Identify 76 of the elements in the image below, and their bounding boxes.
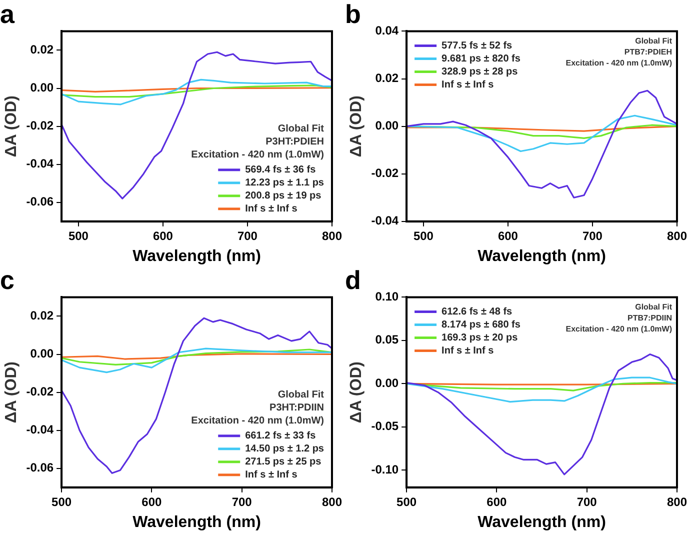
y-tick-label: 0.00 — [30, 346, 54, 361]
x-tick-label: 700 — [576, 494, 598, 509]
y-tick-label: 0.00 — [375, 118, 399, 133]
legend-label: Inf s ± Inf s — [442, 345, 494, 356]
chart-title: d — [345, 264, 361, 295]
y-tick-label: -0.10 — [371, 462, 399, 476]
y-tick-label: -0.04 — [371, 214, 399, 228]
x-tick-label: 800 — [322, 228, 342, 243]
y-tick-label: 0.00 — [30, 80, 54, 95]
y-tick-label: 0.05 — [375, 332, 399, 347]
x-tick-label: 600 — [498, 228, 518, 243]
y-axis-title: ΔA (OD) — [3, 362, 20, 424]
x-tick-label: 800 — [322, 494, 342, 509]
y-tick-label: -0.04 — [26, 156, 54, 171]
y-tick-label: 0.04 — [375, 24, 399, 38]
x-tick-label: 800 — [666, 494, 688, 509]
legend-label: 661.2 fs ± 33 fs — [245, 430, 316, 442]
y-tick-label: 0.00 — [375, 376, 399, 390]
y-axis-title: ΔA (OD) — [348, 96, 366, 158]
annotation: P3HT:PDIIN — [270, 402, 324, 414]
legend-label: 328.9 ps ± 28 ps — [442, 66, 518, 78]
annotation: Excitation - 420 nm (1.0mW) — [191, 150, 324, 161]
y-tick-label: -0.02 — [26, 118, 54, 133]
x-tick-label: 500 — [68, 228, 89, 243]
annotation: Global Fit — [635, 36, 672, 46]
legend-label: 169.3 ps ± 20 ps — [442, 332, 518, 344]
annotation: Excitation - 420 nm (1.0mW) — [566, 58, 672, 68]
x-tick-label: 600 — [486, 494, 508, 509]
y-tick-label: 0.02 — [30, 42, 54, 57]
x-axis-title: Wavelength (nm) — [478, 514, 606, 531]
legend-label: 12.23 ps ± 1.1 ps — [245, 178, 324, 189]
annotation: P3HT:PDIEH — [266, 136, 324, 148]
y-tick-label: -0.06 — [26, 194, 54, 209]
legend-label: 271.5 ps ± 25 ps — [245, 456, 322, 468]
legend-label: Inf s ± Inf s — [442, 79, 494, 90]
x-axis-title: Wavelength (nm) — [478, 248, 606, 265]
y-tick-label: -0.02 — [26, 384, 54, 399]
legend-label: 9.681 ps ± 820 fs — [442, 53, 521, 64]
chart-title: a — [0, 0, 15, 29]
y-tick-label: 0.02 — [375, 71, 399, 86]
x-tick-label: 700 — [237, 228, 258, 243]
annotation: PTB7:PDIIN — [628, 313, 672, 322]
x-tick-label: 800 — [666, 228, 688, 243]
y-axis-title: ΔA (OD) — [348, 362, 366, 424]
y-tick-label: -0.04 — [26, 422, 54, 437]
annotation: Excitation - 420 nm (1.0mW) — [566, 324, 672, 334]
x-tick-label: 600 — [142, 494, 162, 509]
legend-label: Inf s ± Inf s — [245, 204, 298, 215]
y-axis-title: ΔA (OD) — [3, 96, 20, 158]
annotation: PTB7:PDIEH — [624, 47, 672, 56]
annotation: Global Fit — [635, 302, 672, 312]
annotation: Global Fit — [278, 124, 325, 135]
x-tick-label: 500 — [396, 494, 417, 509]
legend-label: 14.50 ps ± 1.2 ps — [245, 444, 324, 455]
legend-label: 612.6 fs ± 48 fs — [442, 306, 513, 318]
legend-label: 8.174 ps ± 680 fs — [442, 319, 521, 330]
x-tick-label: 700 — [232, 494, 252, 509]
y-tick-label: -0.05 — [371, 419, 399, 434]
y-tick-label: -0.02 — [371, 166, 399, 180]
chart-title: b — [345, 0, 361, 29]
y-tick-label: 0.02 — [30, 308, 54, 323]
legend-label: 200.8 ps ± 19 ps — [245, 190, 322, 202]
legend-label: Inf s ± Inf s — [245, 470, 298, 481]
x-tick-label: 500 — [52, 494, 72, 509]
annotation: Excitation - 420 nm (1.0mW) — [191, 416, 324, 427]
x-axis-title: Wavelength (nm) — [132, 514, 261, 531]
y-tick-label: 0.10 — [375, 290, 399, 304]
x-tick-label: 600 — [152, 228, 174, 243]
x-tick-label: 700 — [582, 228, 603, 243]
legend-label: 569.4 fs ± 36 fs — [245, 164, 316, 176]
x-axis-title: Wavelength (nm) — [132, 248, 261, 265]
y-tick-label: -0.06 — [26, 460, 54, 475]
x-tick-label: 500 — [413, 228, 434, 243]
annotation: Global Fit — [278, 390, 325, 401]
legend-label: 577.5 fs ± 52 fs — [442, 40, 513, 52]
chart-title: c — [0, 264, 14, 295]
